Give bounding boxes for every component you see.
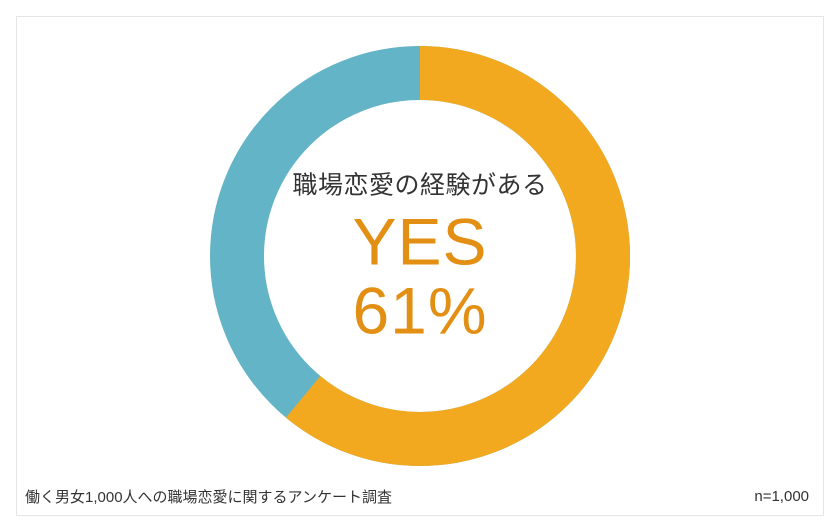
- donut-chart: 職場恋愛の経験がある YES 61%: [210, 46, 630, 466]
- footnote-left: 働く男女1,000人への職場恋愛に関するアンケート調査: [25, 486, 392, 507]
- chart-card: 職場恋愛の経験がある YES 61% 働く男女1,000人への職場恋愛に関するア…: [16, 16, 824, 516]
- donut-svg: [210, 46, 630, 466]
- footnote-right: n=1,000: [754, 488, 809, 505]
